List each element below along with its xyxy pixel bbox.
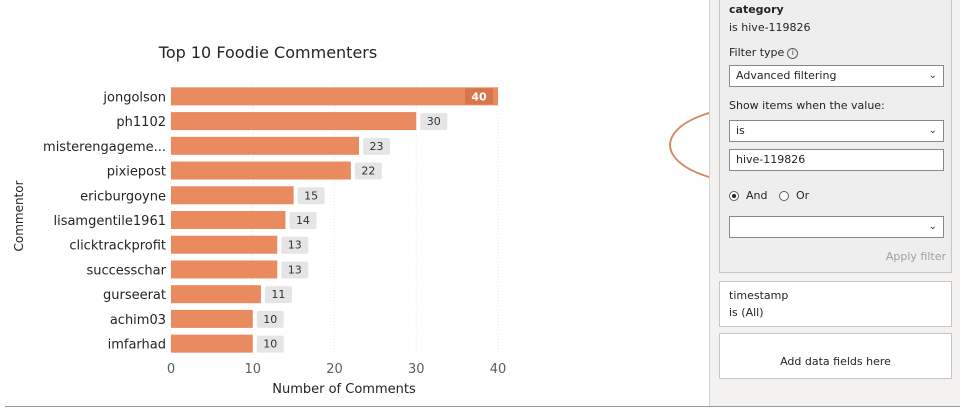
data-label-bg <box>465 88 493 105</box>
apply-filter-button[interactable]: Apply filter <box>885 250 946 263</box>
y-category-label: gurseerat <box>103 288 166 303</box>
data-label: 30 <box>427 115 441 128</box>
chevron-down-icon: ⌄ <box>928 70 937 81</box>
data-label: 22 <box>361 165 375 178</box>
condition-operator-value: is <box>736 124 745 137</box>
info-icon[interactable]: i <box>787 47 799 59</box>
chevron-down-icon: ⌄ <box>928 125 937 136</box>
x-axis-label: Number of Comments <box>272 382 416 397</box>
y-category-label: successchar <box>86 263 166 278</box>
bar[interactable] <box>171 87 498 106</box>
x-tick-label: 10 <box>244 362 261 377</box>
bar[interactable] <box>171 112 417 131</box>
data-label-bg <box>354 162 382 180</box>
timestamp-filter-summary: is (All) <box>729 306 764 319</box>
chart-title: Top 10 Foodie Commenters <box>158 43 377 62</box>
data-label-bg <box>264 286 292 304</box>
filter-type-value: Advanced filtering <box>736 69 837 82</box>
data-label: 13 <box>288 239 302 252</box>
condition-value-input[interactable]: hive-119826 <box>729 149 944 171</box>
category-filter-title: category <box>729 3 784 16</box>
data-label-bg <box>363 137 391 155</box>
bar[interactable] <box>171 136 360 155</box>
x-tick-label: 30 <box>408 362 425 377</box>
data-label: 40 <box>471 90 487 103</box>
or-radio[interactable] <box>779 191 789 201</box>
add-data-fields-well[interactable]: Add data fields here <box>719 333 952 379</box>
or-label: Or <box>796 189 810 202</box>
y-category-label: achim03 <box>110 313 166 328</box>
y-axis-label: Commentor <box>12 180 26 251</box>
data-label: 11 <box>271 288 285 301</box>
bar[interactable] <box>171 260 278 279</box>
timestamp-filter-card[interactable]: timestamp is (All) <box>719 281 952 327</box>
y-category-label: jongolson <box>102 90 166 105</box>
data-label: 23 <box>370 140 384 153</box>
x-tick-label: 0 <box>167 362 175 377</box>
chevron-down-icon: ⌄ <box>928 221 937 232</box>
y-category-label: misterengageme... <box>43 140 166 155</box>
condition-value-text: hive-119826 <box>736 153 806 166</box>
bar[interactable] <box>171 334 253 353</box>
data-label-bg <box>256 310 284 328</box>
category-filter-summary: is hive-119826 <box>729 21 811 34</box>
filter-type-dropdown[interactable]: Advanced filtering ⌄ <box>729 65 944 87</box>
condition-operator-dropdown[interactable]: is ⌄ <box>729 120 944 142</box>
x-tick-label: 20 <box>326 362 343 377</box>
bar[interactable] <box>171 186 294 205</box>
data-label: 10 <box>263 338 277 351</box>
x-tick-label: 40 <box>490 362 507 377</box>
bar[interactable] <box>171 285 261 304</box>
data-label-bg <box>281 261 309 279</box>
data-label-bg <box>297 187 325 205</box>
filter-type-label: Filter type i <box>729 46 799 59</box>
add-data-fields-label: Add data fields here <box>780 355 891 368</box>
data-label-bg <box>420 113 448 131</box>
filter-pane: category is hive-119826 Filter type i Adv… <box>709 0 960 406</box>
y-category-label: ph1102 <box>116 115 166 130</box>
y-category-label: clicktrackprofit <box>69 239 166 254</box>
bar[interactable] <box>171 309 253 328</box>
show-items-label: Show items when the value: <box>729 99 885 112</box>
and-radio[interactable] <box>729 191 739 201</box>
bar[interactable] <box>171 161 351 180</box>
and-label: And <box>746 189 768 202</box>
report-canvas: Top 10 Foodie Commenters 0 10 20 30 40 jongo… <box>5 0 853 406</box>
data-label: 10 <box>263 313 277 326</box>
y-category-label: pixiepost <box>107 165 166 180</box>
data-label: 14 <box>296 214 310 227</box>
filter-type-text: Filter type <box>729 46 785 59</box>
bar[interactable] <box>171 235 278 254</box>
data-label: 13 <box>288 263 302 276</box>
data-label-bg <box>281 236 309 254</box>
data-label-bg <box>256 335 284 353</box>
data-label-bg <box>289 212 317 229</box>
category-filter-card: category is hive-119826 Filter type i Adv… <box>719 0 952 273</box>
bar-chart[interactable]: Top 10 Foodie Commenters 0 10 20 30 40 jongo… <box>5 0 709 406</box>
y-category-label: ericburgoyne <box>80 189 166 204</box>
timestamp-filter-title: timestamp <box>729 289 789 302</box>
window-frame: Top 10 Foodie Commenters 0 10 20 30 40 jongo… <box>5 0 960 407</box>
data-label: 15 <box>304 189 318 202</box>
second-condition-dropdown[interactable]: ⌄ <box>729 216 944 238</box>
y-category-label: imfarhad <box>108 338 166 353</box>
y-category-label: lisamgentile1961 <box>53 214 166 229</box>
bar[interactable] <box>171 211 286 229</box>
